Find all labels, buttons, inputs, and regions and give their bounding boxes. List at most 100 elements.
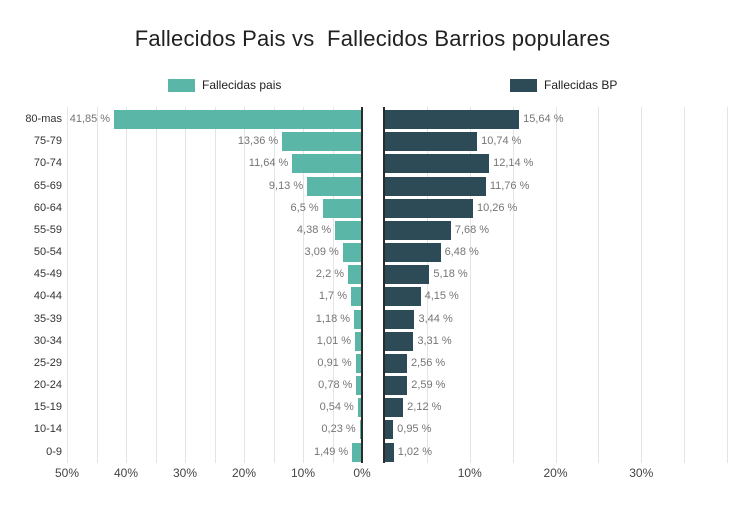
bar-value-label: 11,64 % (248, 157, 289, 170)
bar-value-label: 11,76 % (489, 179, 530, 192)
bar-bp (385, 287, 421, 307)
bar-pais (352, 442, 361, 462)
gridline (96, 107, 98, 463)
gridline (684, 107, 686, 463)
category-label: 65-69 (33, 179, 62, 192)
bar-bp (385, 265, 430, 285)
gridline (155, 107, 157, 463)
bar-bp (385, 331, 414, 351)
bar-value-label: 6,48 % (444, 246, 479, 259)
bar-bp (385, 110, 520, 129)
bar-value-label: 10,74 % (481, 135, 522, 148)
bar-pais (342, 243, 361, 263)
bar-pais (292, 154, 361, 174)
bar-value-label: 1,49 % (313, 445, 349, 458)
gridline (332, 107, 334, 463)
legend-item-bp: Fallecidas BP (510, 78, 617, 92)
x-tick-label: 10% (290, 466, 316, 480)
bar-value-label: 2,12 % (407, 401, 442, 414)
zero-axis-line (383, 107, 385, 463)
gridline (303, 107, 304, 463)
bar-value-label: 4,38 % (296, 223, 332, 236)
bar-value-label: 3,44 % (418, 312, 453, 325)
bar-bp (385, 309, 415, 329)
x-tick-label: 30% (172, 466, 198, 480)
x-tick-label: 50% (54, 466, 80, 480)
bar-value-label: 6,5 % (290, 201, 319, 214)
bar-bp (385, 420, 394, 440)
bar-pais (322, 198, 361, 218)
bar-value-label: 1,01 % (316, 334, 352, 347)
category-label: 25-29 (33, 356, 62, 369)
gridline (555, 107, 557, 463)
legend-swatch-pais (168, 78, 195, 92)
category-label: 55-59 (33, 223, 62, 236)
bar-pais (355, 353, 361, 373)
bar-bp (385, 398, 404, 418)
bar-pais (357, 398, 361, 418)
gridline (469, 107, 471, 463)
bar-value-label: 5,18 % (433, 268, 468, 281)
bar-value-label: 9,13 % (268, 179, 304, 192)
gridline (244, 107, 245, 463)
bar-value-label: 2,56 % (410, 356, 446, 369)
category-label: 75-79 (33, 135, 62, 148)
category-label: 15-19 (33, 401, 62, 414)
bar-value-label: 3,31 % (417, 334, 452, 347)
bar-bp (385, 243, 441, 263)
x-tick-label: 10% (457, 466, 482, 480)
category-label: 70-74 (33, 157, 62, 170)
bar-value-label: 0,78 % (318, 379, 353, 392)
bar-value-label: 1,7 % (318, 290, 347, 303)
category-label: 0-9 (46, 445, 62, 458)
bar-pais (335, 220, 361, 240)
bar-value-label: 1,18 % (315, 312, 351, 325)
bar-bp (385, 154, 490, 174)
bar-value-label: 41,85 % (69, 113, 111, 125)
gridline (67, 107, 68, 463)
bar-value-label: 13,36 % (237, 135, 279, 148)
legend-label-bp: Fallecidas BP (544, 77, 618, 92)
bar-pais (359, 420, 361, 440)
bar-pais (282, 132, 361, 152)
gridline (126, 107, 127, 463)
bar-value-label: 0,23 % (321, 423, 356, 436)
category-label: 50-54 (33, 246, 62, 259)
bar-bp (385, 198, 473, 218)
bar-value-label: 0,95 % (397, 423, 432, 436)
bar-pais (350, 287, 361, 307)
chart-title: Fallecidos Pais vs Fallecidos Barrios po… (134, 26, 611, 51)
category-label: 45-49 (33, 268, 62, 281)
bar-value-label: 1,02 % (397, 445, 432, 458)
bar-bp (385, 442, 394, 462)
x-tick-label: 30% (629, 466, 654, 480)
bar-value-label: 15,64 % (523, 113, 564, 125)
gridline (598, 107, 600, 463)
x-tick-label: 20% (231, 466, 257, 480)
category-label: 60-64 (33, 201, 62, 214)
gridline (214, 107, 216, 463)
bar-pais (348, 265, 361, 285)
gridline (426, 107, 428, 463)
bar-bp (385, 220, 451, 240)
bar-pais (355, 331, 361, 351)
bar-pais (356, 376, 361, 396)
bar-bp (385, 353, 407, 373)
category-label: 10-14 (33, 423, 62, 436)
category-label: 35-39 (33, 312, 62, 325)
bar-value-label: 12,14 % (493, 157, 534, 170)
legend-label-pais: Fallecidas pais (202, 77, 282, 92)
x-tick-label: 20% (543, 466, 568, 480)
bar-value-label: 2,59 % (411, 379, 446, 392)
bar-pais (354, 309, 361, 329)
bar-value-label: 4,15 % (424, 290, 459, 303)
legend-swatch-bp (510, 78, 537, 92)
bar-value-label: 0,54 % (319, 401, 354, 414)
bar-value-label: 3,09 % (304, 246, 339, 259)
bar-pais (307, 176, 361, 196)
x-tick-label: 40% (113, 466, 139, 480)
category-label: 20-24 (33, 379, 62, 392)
bar-bp (385, 176, 486, 196)
bar-bp (385, 376, 408, 396)
